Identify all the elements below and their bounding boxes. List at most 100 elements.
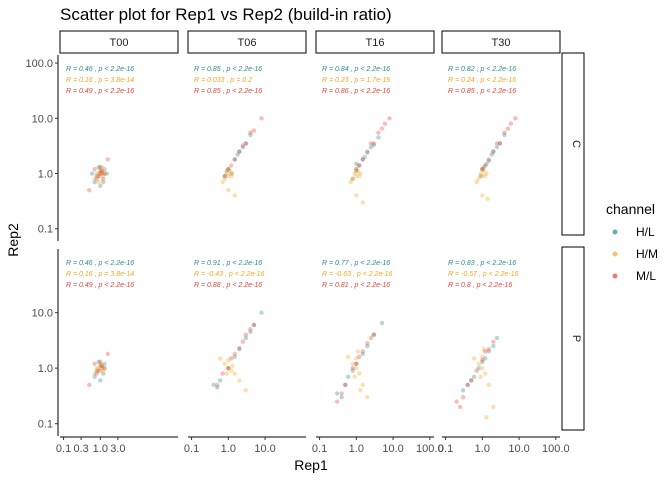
data-point-M-L <box>96 173 101 179</box>
correlation-label: R = 0.86 , p < 2.2e-16 <box>322 88 390 95</box>
data-point-H-L <box>248 329 253 335</box>
correlation-label: R = 0.91 , p < 2.2e-16 <box>194 260 262 267</box>
data-point-M-L <box>480 166 485 172</box>
data-point-H-M <box>243 388 249 393</box>
x-tick-label: 100.0 <box>542 443 570 455</box>
data-point-H-M <box>357 371 362 376</box>
data-point-M-L <box>497 141 503 146</box>
data-point-M-L <box>454 399 459 404</box>
facet-label-T06: T06 <box>238 37 257 49</box>
data-point-M-L <box>226 166 231 172</box>
data-point-H-M <box>102 171 107 176</box>
data-point-M-L <box>229 163 234 168</box>
data-point-H-L <box>251 322 257 328</box>
data-point-M-L <box>259 116 264 121</box>
y-tick-label: 1.0 <box>38 363 53 375</box>
y-tick-label: 0.1 <box>38 419 53 431</box>
data-point-M-L <box>486 157 491 162</box>
data-point-M-L <box>457 404 463 410</box>
data-point-H-L <box>497 141 503 146</box>
data-point-H-L <box>360 157 365 162</box>
data-point-H-M <box>354 365 359 371</box>
data-point-H-M <box>484 171 489 176</box>
data-point-H-L <box>362 154 367 160</box>
data-point-H-M <box>355 349 361 354</box>
correlation-label: R = 0.83 , p < 2.2e-16 <box>448 260 516 267</box>
data-point-H-L <box>96 359 101 365</box>
data-point-M-L <box>365 149 370 154</box>
data-point-M-L <box>251 322 257 328</box>
data-point-H-M <box>217 356 223 361</box>
data-point-M-L <box>465 382 470 388</box>
correlation-label: R = 0.24 , p < 2.2e-16 <box>448 77 516 84</box>
data-point-M-L <box>101 179 106 185</box>
data-point-H-L <box>491 343 496 349</box>
data-point-H-M <box>98 361 103 366</box>
x-tick-label: 10.0 <box>508 443 529 455</box>
data-point-H-M <box>485 196 490 201</box>
data-point-M-L <box>94 371 99 376</box>
data-point-H-L <box>222 173 227 179</box>
data-point-H-M <box>99 169 105 174</box>
data-point-H-M <box>92 176 97 182</box>
data-point-H-L <box>248 132 253 138</box>
data-point-H-M <box>99 363 105 369</box>
x-axis-label: Rep1 <box>294 457 328 473</box>
legend: channel H/L H/M M/L <box>606 201 658 283</box>
data-point-H-M <box>96 171 101 176</box>
data-point-H-L <box>339 394 344 400</box>
data-point-H-L <box>96 165 101 170</box>
data-point-H-L <box>489 152 494 157</box>
data-point-H-L <box>226 365 231 371</box>
data-point-H-M <box>357 173 362 179</box>
data-point-H-L <box>94 368 99 373</box>
x-tick-label: 1.0 <box>221 443 236 455</box>
correlation-label: R = 0.77 , p < 2.2e-16 <box>322 260 390 267</box>
correlation-label: R = 0.85 , p < 2.2e-16 <box>194 88 262 95</box>
data-point-H-M <box>92 371 97 376</box>
data-point-H-L <box>371 142 377 148</box>
data-point-M-L <box>102 365 107 371</box>
data-point-H-M <box>98 368 103 373</box>
data-point-M-L <box>483 349 488 354</box>
data-point-H-L <box>237 149 242 154</box>
data-point-M-L <box>87 187 92 193</box>
data-point-H-L <box>486 349 491 354</box>
data-point-H-M <box>94 171 99 176</box>
correlation-label: R = -0.57 , p < 2.2e-16 <box>448 271 519 278</box>
facet-label-T30: T30 <box>492 37 511 49</box>
facet-label-T00: T00 <box>110 37 129 49</box>
data-point-H-M <box>229 173 234 179</box>
data-point-H-M <box>230 171 235 176</box>
data-point-M-L <box>460 394 466 400</box>
data-point-H-M <box>481 169 487 174</box>
data-point-H-L <box>465 382 470 388</box>
data-point-M-L <box>232 351 237 357</box>
data-point-M-L <box>98 171 103 176</box>
facet-strip-C <box>561 52 585 236</box>
data-point-H-L <box>357 163 362 168</box>
data-point-H-M <box>101 368 106 373</box>
facet-strip-T30 <box>441 30 561 54</box>
data-point-H-L <box>101 371 106 376</box>
x-tick-label: 10.0 <box>254 443 275 455</box>
data-point-M-L <box>334 399 340 404</box>
data-point-M-L <box>343 382 348 388</box>
data-point-M-L <box>102 171 107 176</box>
correlation-label: R = 0.85 , p < 2.2e-16 <box>194 66 262 73</box>
data-point-M-L <box>357 354 362 360</box>
data-point-M-L <box>357 163 362 168</box>
data-point-H-L <box>94 173 99 179</box>
data-point-H-M <box>480 173 485 179</box>
data-point-H-L <box>99 171 105 176</box>
data-point-M-L <box>371 141 377 146</box>
data-point-H-L <box>98 183 103 188</box>
data-point-H-M <box>480 354 485 360</box>
correlation-label: R = 0.85 , p < 2.2e-16 <box>448 88 516 95</box>
data-point-H-L <box>376 135 381 140</box>
data-point-H-L <box>354 169 359 174</box>
data-point-H-M <box>365 394 370 400</box>
data-point-M-L <box>339 391 344 396</box>
data-point-H-M <box>98 173 103 179</box>
data-point-M-L <box>387 116 392 121</box>
